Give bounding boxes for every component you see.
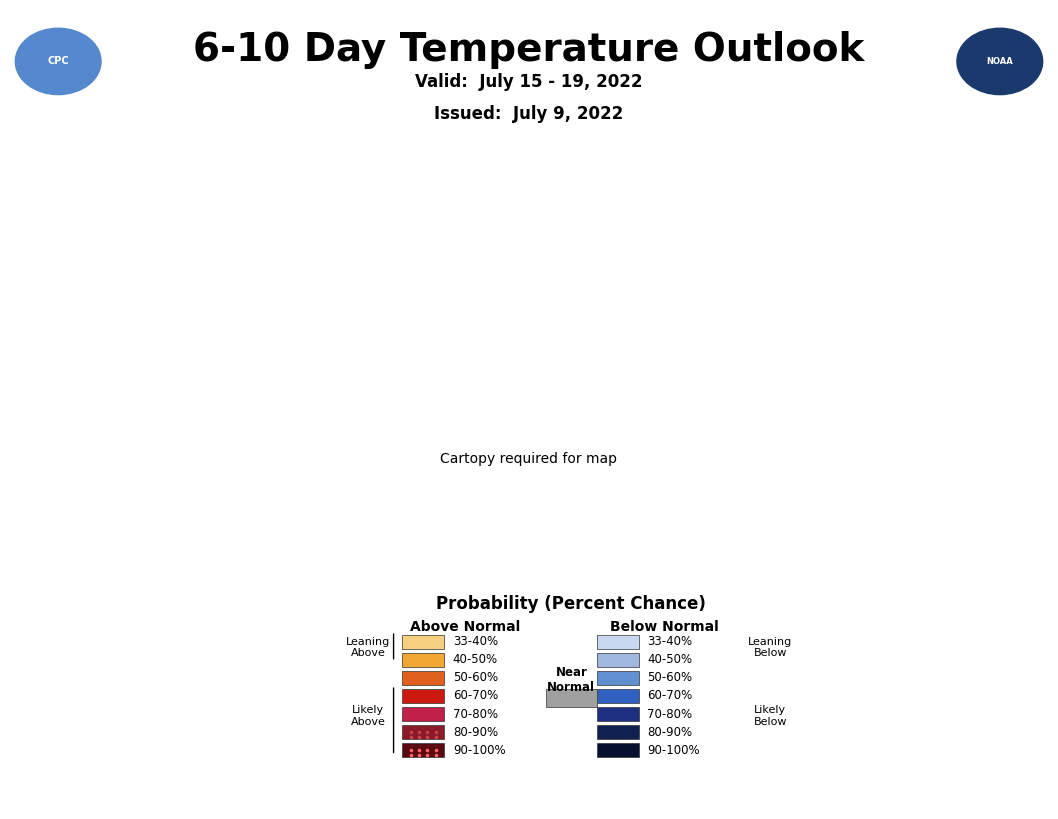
Text: Likely
Below: Likely Below (753, 705, 787, 726)
Text: Leaning
Above: Leaning Above (346, 636, 390, 658)
FancyBboxPatch shape (597, 653, 639, 667)
Text: NOAA: NOAA (986, 57, 1014, 66)
Text: 50-60%: 50-60% (647, 672, 693, 685)
Text: 70-80%: 70-80% (647, 708, 693, 721)
Text: 90-100%: 90-100% (647, 744, 700, 757)
Text: Cartopy required for map: Cartopy required for map (440, 451, 618, 466)
Text: 33-40%: 33-40% (647, 636, 693, 649)
Text: 6-10 Day Temperature Outlook: 6-10 Day Temperature Outlook (194, 31, 864, 69)
FancyBboxPatch shape (597, 671, 639, 686)
Text: 60-70%: 60-70% (453, 690, 498, 703)
FancyBboxPatch shape (597, 707, 639, 722)
FancyBboxPatch shape (402, 671, 444, 686)
Text: 33-40%: 33-40% (453, 636, 498, 649)
FancyBboxPatch shape (402, 725, 444, 740)
FancyBboxPatch shape (546, 689, 597, 707)
Text: CPC: CPC (48, 57, 69, 66)
Text: Leaning
Below: Leaning Below (748, 636, 792, 658)
Text: 70-80%: 70-80% (453, 708, 498, 721)
Text: Above Normal: Above Normal (411, 620, 521, 634)
Text: 50-60%: 50-60% (453, 672, 498, 685)
FancyBboxPatch shape (597, 635, 639, 649)
FancyBboxPatch shape (597, 689, 639, 704)
FancyBboxPatch shape (402, 743, 444, 758)
FancyBboxPatch shape (597, 743, 639, 758)
Text: 40-50%: 40-50% (647, 654, 693, 667)
Text: 80-90%: 80-90% (453, 726, 498, 739)
FancyBboxPatch shape (402, 635, 444, 649)
Text: Issued:  July 9, 2022: Issued: July 9, 2022 (435, 105, 623, 123)
Text: Probability (Percent Chance): Probability (Percent Chance) (436, 595, 707, 613)
FancyBboxPatch shape (402, 707, 444, 722)
Text: 60-70%: 60-70% (647, 690, 693, 703)
Circle shape (957, 28, 1043, 95)
Text: 90-100%: 90-100% (453, 744, 506, 757)
FancyBboxPatch shape (597, 725, 639, 740)
Text: 40-50%: 40-50% (453, 654, 498, 667)
Circle shape (15, 28, 102, 95)
Text: Near
Normal: Near Normal (547, 666, 596, 694)
Text: 80-90%: 80-90% (647, 726, 693, 739)
Text: Likely
Above: Likely Above (351, 705, 385, 726)
Text: Valid:  July 15 - 19, 2022: Valid: July 15 - 19, 2022 (415, 74, 643, 92)
FancyBboxPatch shape (402, 689, 444, 704)
Text: Below Normal: Below Normal (610, 620, 718, 634)
FancyBboxPatch shape (402, 653, 444, 667)
